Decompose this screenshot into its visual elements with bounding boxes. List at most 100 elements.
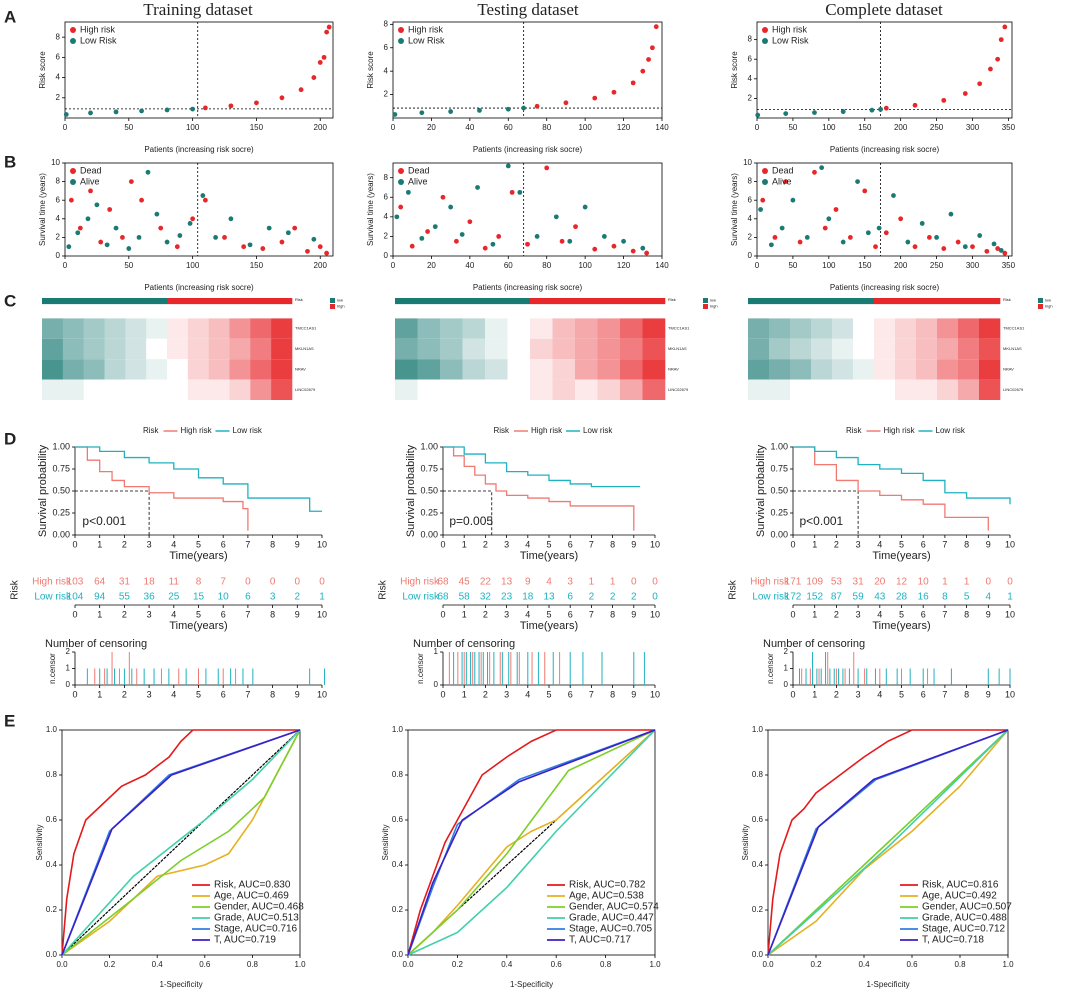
point [812, 110, 817, 116]
heat-cell [811, 338, 833, 360]
count: 12 [896, 577, 908, 588]
column-title: Testing dataset [477, 0, 579, 19]
heat-cell [958, 379, 980, 400]
point [1002, 250, 1008, 256]
x-axis-label: Patients (increasing risk socre) [473, 145, 583, 154]
point [75, 230, 81, 236]
point [213, 235, 218, 240]
x-tick-label: 5 [899, 539, 904, 549]
x-tick-label: 7 [942, 609, 947, 619]
legend-label: High risk [181, 426, 213, 435]
heat-cell [937, 379, 959, 400]
legend-title: Risk [846, 426, 863, 435]
heat-cell [530, 298, 553, 305]
y-tick-label: 8 [748, 177, 753, 186]
x-tick-label: 40 [465, 261, 474, 270]
count: 3 [567, 577, 573, 588]
x-tick-label: 140 [655, 261, 669, 270]
heat-cell [790, 298, 812, 305]
heat-cell [552, 379, 576, 400]
legend-swatch [1038, 304, 1043, 309]
point [559, 238, 565, 244]
legend-label: Low Risk [80, 35, 117, 45]
heat-cell [395, 379, 418, 400]
x-tick-label: 8 [270, 539, 275, 549]
point [970, 244, 975, 250]
heat-cell [507, 359, 531, 380]
heat-cell [575, 318, 598, 339]
row-label: Risk [1003, 297, 1011, 302]
x-tick-label: 8 [610, 609, 615, 619]
point [567, 238, 573, 244]
legend-label: High risk [884, 426, 916, 435]
x-axis-label: Patients (increasing risk socre) [473, 283, 583, 292]
point [630, 248, 636, 254]
x-tick-label: 2 [122, 689, 127, 699]
heat-cell [104, 338, 126, 360]
point [448, 109, 454, 114]
y-tick-label: 2 [384, 232, 389, 241]
point [563, 100, 569, 106]
point [962, 244, 968, 250]
row-label: MKLN1AS [1003, 346, 1022, 351]
heat-cell [958, 338, 980, 360]
point [977, 233, 983, 238]
heat-cell [125, 338, 147, 360]
count: 15 [193, 592, 205, 603]
count: 16 [918, 592, 930, 603]
y-axis-label: Survival time (years) [730, 173, 739, 246]
x-tick-label: 6 [568, 689, 573, 699]
count: 13 [501, 577, 513, 588]
x-tick-label: 4 [525, 609, 530, 619]
count: 3 [270, 592, 276, 603]
heat-cell [769, 379, 791, 400]
x-tick-label: 5 [196, 539, 201, 549]
point [822, 225, 828, 231]
series-line [407, 729, 656, 956]
heat-cell [575, 379, 598, 400]
point [544, 165, 550, 171]
point [995, 56, 1001, 62]
heat-cell [208, 379, 230, 400]
x-tick-label: 4 [877, 689, 882, 699]
point [779, 225, 785, 231]
count: 0 [1007, 577, 1013, 588]
heat-cell [485, 379, 508, 400]
x-tick-label: 4 [171, 689, 176, 699]
x-tick-label: 2 [834, 539, 839, 549]
point [475, 185, 480, 190]
heat-cell [83, 359, 105, 380]
y-tick-label: 0 [56, 251, 61, 260]
heat-cell [530, 379, 553, 400]
heat-cell [916, 379, 938, 400]
x-tick-label: 0 [440, 689, 445, 699]
point [279, 239, 285, 245]
row-label: NRAV [668, 366, 679, 371]
point [419, 110, 425, 116]
heat-cell [104, 379, 126, 400]
x-tick-label: 5 [546, 609, 551, 619]
x-tick-label: 0 [72, 689, 77, 699]
heat-cell [271, 318, 293, 339]
heat-cell [208, 338, 230, 360]
heat-cell [832, 318, 854, 339]
x-tick-label: 6 [568, 539, 573, 549]
y-tick-label: 2 [384, 90, 389, 99]
legend-label: Age, AUC=0.538 [569, 891, 644, 902]
x-tick-label: 50 [788, 123, 797, 132]
x-axis-label: 1-Specificity [510, 980, 553, 989]
heat-cell [125, 379, 147, 400]
heat-cell [937, 338, 959, 360]
y-axis-label: Survival time (years) [38, 173, 47, 246]
x-tick-label: 8 [964, 609, 969, 619]
series-line [443, 446, 641, 488]
point [640, 245, 646, 251]
heat-cell [597, 379, 621, 400]
y-axis-label: Risk score [730, 51, 739, 89]
y-tick-label: 0.75 [420, 463, 438, 473]
heat-cell [62, 318, 84, 339]
legend-label: Age, AUC=0.492 [922, 891, 997, 902]
series-line [767, 729, 1009, 956]
panel-label: C [4, 291, 16, 310]
x-axis-label: Patients (increasing risk socre) [144, 145, 254, 154]
